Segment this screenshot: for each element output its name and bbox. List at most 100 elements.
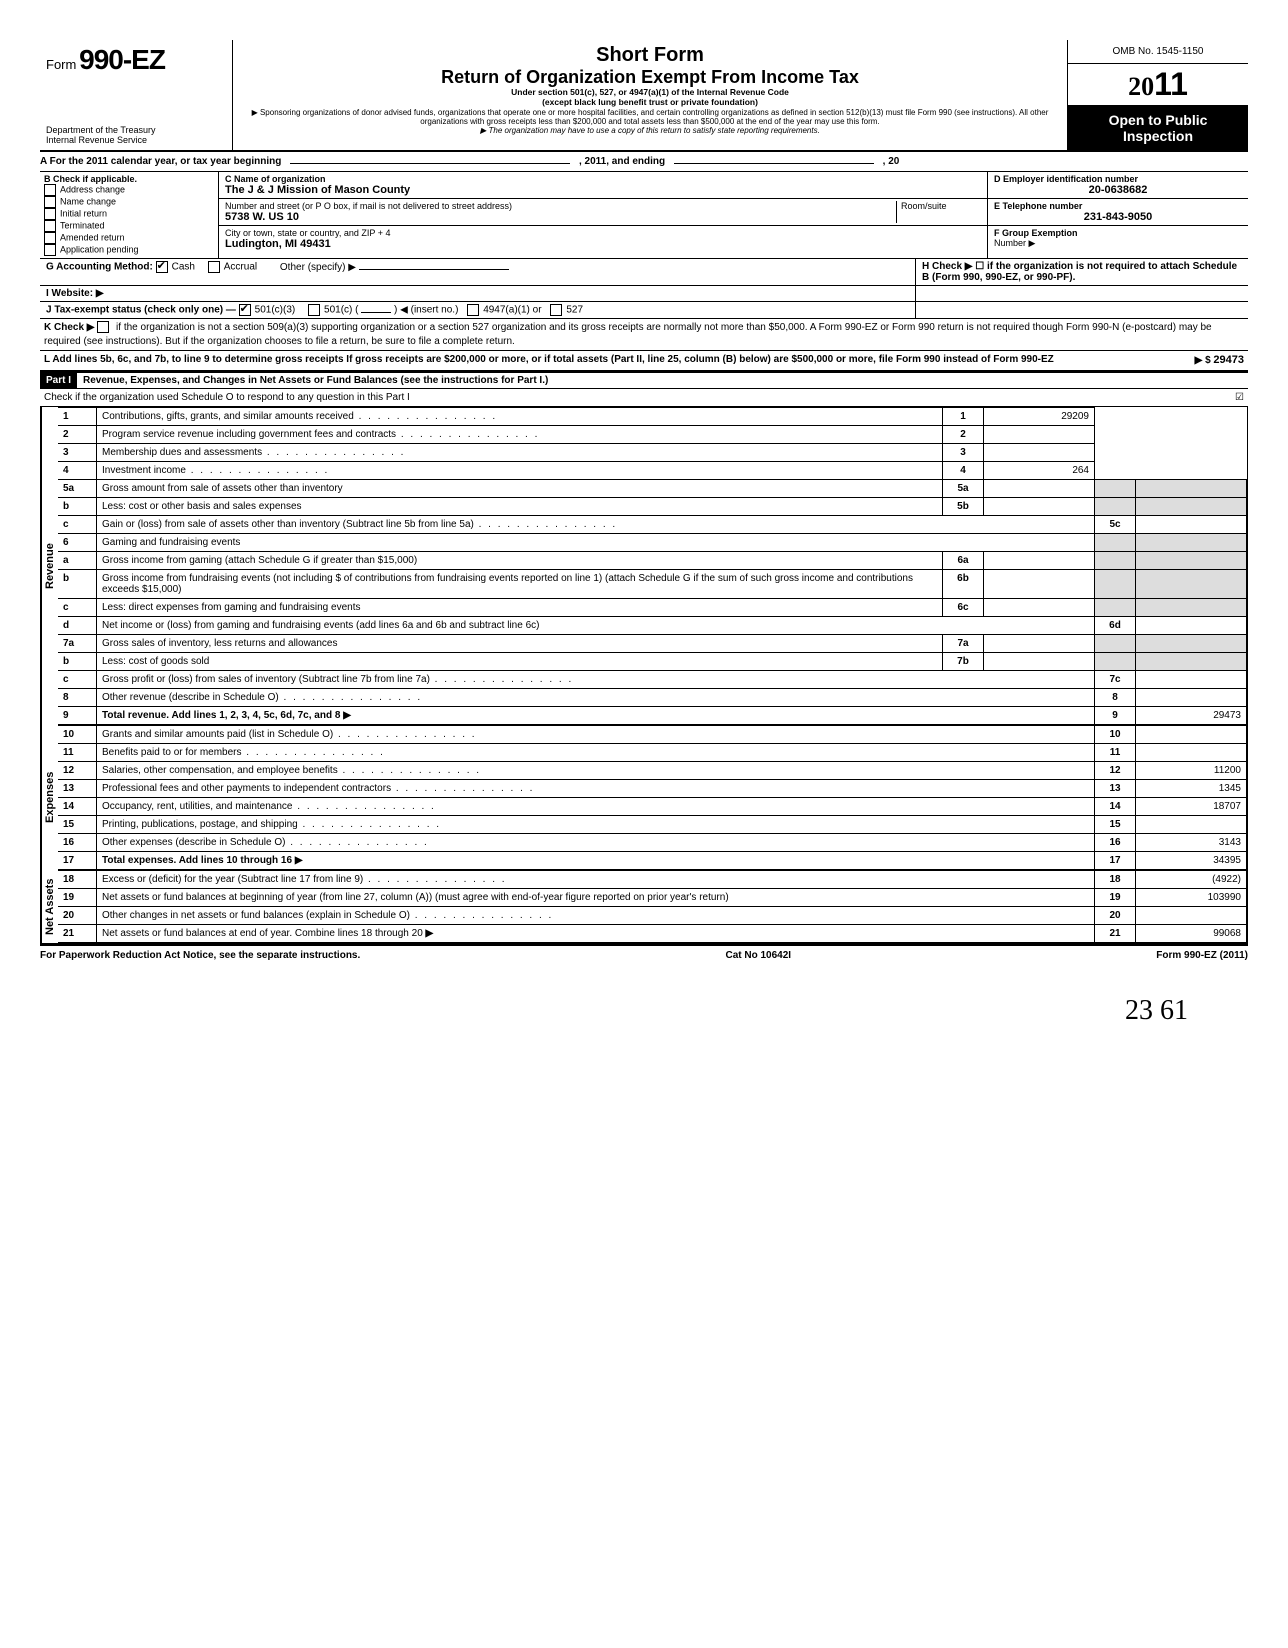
chk-accrual[interactable] — [208, 261, 220, 273]
footer-mid: Cat No 10642I — [725, 950, 791, 961]
l12-num: 12 — [58, 762, 97, 780]
l8-desc: Other revenue (describe in Schedule O) — [97, 689, 1095, 707]
chk-terminated[interactable] — [44, 220, 56, 232]
l11-val — [1136, 744, 1247, 762]
l7a-desc: Gross sales of inventory, less returns a… — [97, 635, 943, 653]
i-website-label: I Website: ▶ — [46, 288, 104, 299]
chk-4947a1[interactable] — [467, 304, 479, 316]
chk-501c-other[interactable] — [308, 304, 320, 316]
ein-value: 20-0638682 — [994, 184, 1242, 196]
l5c-val — [1136, 516, 1247, 534]
chk-501c3[interactable] — [239, 304, 251, 316]
row-l: L Add lines 5b, 6c, and 7b, to line 9 to… — [40, 351, 1248, 372]
l8-box: 8 — [1095, 689, 1136, 707]
org-name: The J & J Mission of Mason County — [225, 184, 410, 196]
header-center-block: Short Form Return of Organization Exempt… — [233, 40, 1068, 150]
l18-num: 18 — [58, 871, 97, 889]
form-number: 990-EZ — [79, 44, 165, 75]
other-specify-blank[interactable] — [359, 269, 509, 270]
l7b-box: 7b — [943, 653, 984, 671]
l20-desc: Other changes in net assets or fund bala… — [97, 907, 1095, 925]
chk-app-pending[interactable] — [44, 244, 56, 256]
l6b-desc: Gross income from fundraising events (no… — [97, 570, 943, 599]
page-footer: For Paperwork Reduction Act Notice, see … — [40, 944, 1248, 965]
l7b-desc: Less: cost of goods sold — [97, 653, 943, 671]
l6a-desc: Gross income from gaming (attach Schedul… — [97, 552, 943, 570]
l11-num: 11 — [58, 744, 97, 762]
part1-label: Part I — [40, 373, 77, 388]
chk-527[interactable] — [550, 304, 562, 316]
l5c-desc: Gain or (loss) from sale of assets other… — [97, 516, 1095, 534]
l16-num: 16 — [58, 834, 97, 852]
chk-address-change[interactable] — [44, 184, 56, 196]
l4-desc: Investment income — [97, 462, 943, 480]
netassets-vert-label: Net Assets — [41, 870, 58, 943]
chk-amended[interactable] — [44, 232, 56, 244]
l14-val: 18707 — [1136, 798, 1247, 816]
may-have-text: ▶ The organization may have to use a cop… — [241, 126, 1059, 135]
l7c-box: 7c — [1095, 671, 1136, 689]
l9-val: 29473 — [1136, 707, 1247, 725]
501c-insert-blank[interactable] — [361, 312, 391, 313]
l4-val: 264 — [984, 462, 1095, 480]
row-a-mid: , 2011, and ending — [579, 156, 665, 167]
e-phone-label: E Telephone number — [994, 201, 1082, 211]
row-g-h: G Accounting Method: Cash Accrual Other … — [40, 259, 1248, 286]
name-address-block: C Name of organization The J & J Mission… — [219, 172, 988, 258]
opt-address-change: Address change — [60, 184, 125, 194]
chk-name-change[interactable] — [44, 196, 56, 208]
l14-num: 14 — [58, 798, 97, 816]
open-to-public: Open to Public Inspection — [1068, 106, 1248, 150]
l19-num: 19 — [58, 889, 97, 907]
l17-val: 34395 — [1136, 852, 1247, 870]
l6-num: 6 — [58, 534, 97, 552]
l14-box: 14 — [1095, 798, 1136, 816]
l5a-box: 5a — [943, 480, 984, 498]
row-a-pre: A For the 2011 calendar year, or tax yea… — [40, 156, 281, 167]
l6d-box: 6d — [1095, 617, 1136, 635]
l6a-num: a — [58, 552, 97, 570]
l5c-box: 5c — [1095, 516, 1136, 534]
l3-val — [984, 444, 1095, 462]
chk-k[interactable] — [97, 321, 109, 333]
row-i-website: I Website: ▶ — [40, 286, 1248, 302]
501c-other-label: 501(c) ( — [324, 305, 358, 316]
l9-box: 9 — [1095, 707, 1136, 725]
row-a-end: , 20 — [883, 156, 900, 167]
year-begin-blank[interactable] — [290, 163, 570, 164]
opt-initial-return: Initial return — [60, 208, 107, 218]
right-block-def: D Employer identification number 20-0638… — [988, 172, 1248, 258]
section-bcdef: B Check if applicable. Address change Na… — [40, 172, 1248, 259]
l15-num: 15 — [58, 816, 97, 834]
chk-cash[interactable] — [156, 261, 168, 273]
l6c-desc: Less: direct expenses from gaming and fu… — [97, 599, 943, 617]
k-label: K Check ▶ — [44, 322, 94, 333]
l5a-num: 5a — [58, 480, 97, 498]
netassets-section: Net Assets 18Excess or (deficit) for the… — [40, 870, 1248, 944]
form-header: Form 990-EZ Department of the Treasury I… — [40, 40, 1248, 152]
l10-val — [1136, 726, 1247, 744]
year-end-blank[interactable] — [674, 163, 874, 164]
l17-num: 17 — [58, 852, 97, 870]
d-ein-label: D Employer identification number — [994, 174, 1138, 184]
l20-val — [1136, 907, 1247, 925]
l3-num: 3 — [58, 444, 97, 462]
l19-val: 103990 — [1136, 889, 1247, 907]
l8-num: 8 — [58, 689, 97, 707]
l15-desc: Printing, publications, postage, and shi… — [97, 816, 1095, 834]
year-prefix: 20 — [1128, 72, 1154, 101]
l4-box: 4 — [943, 462, 984, 480]
l20-box: 20 — [1095, 907, 1136, 925]
l5b-num: b — [58, 498, 97, 516]
city-state-zip: Ludington, MI 49431 — [225, 238, 331, 250]
l8-val — [1136, 689, 1247, 707]
l6a-box: 6a — [943, 552, 984, 570]
l6d-val — [1136, 617, 1247, 635]
l2-val — [984, 426, 1095, 444]
chk-initial-return[interactable] — [44, 208, 56, 220]
except-text: (except black lung benefit trust or priv… — [241, 98, 1059, 108]
l-text: L Add lines 5b, 6c, and 7b, to line 9 to… — [44, 354, 1054, 365]
l6b-val — [984, 570, 1095, 599]
l7b-shade2 — [1136, 653, 1247, 671]
part1-check-o-box[interactable]: ☑ — [1235, 391, 1244, 405]
